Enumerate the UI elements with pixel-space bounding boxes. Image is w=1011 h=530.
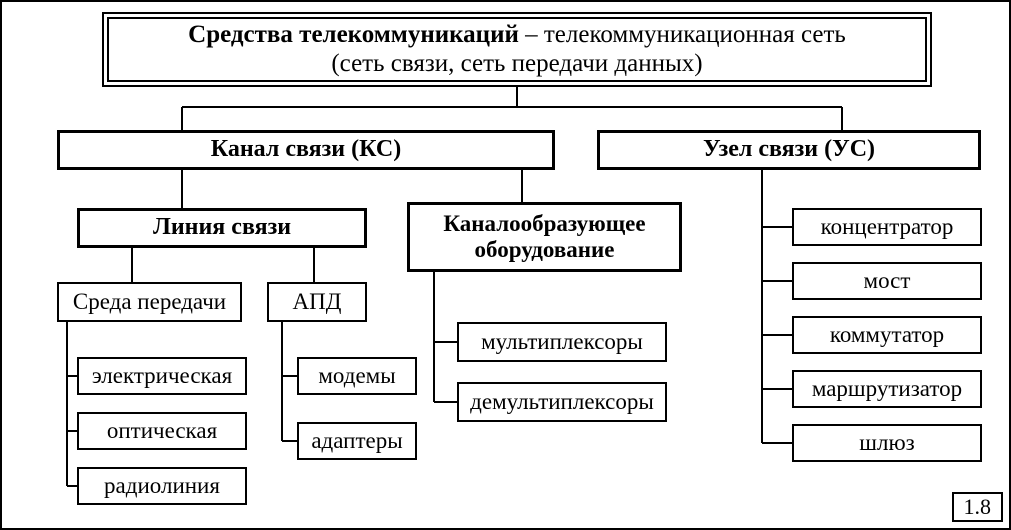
node-us: Узел связи (УС) <box>597 130 981 170</box>
node-apd: АПД <box>267 282 367 322</box>
node-koe: Каналообразующее оборудование <box>407 202 682 272</box>
node-kc: Канал связи (КС) <box>57 130 555 170</box>
node-hub: концентратор <box>792 208 982 246</box>
node-media: Среда передачи <box>57 282 242 322</box>
page-number: 1.8 <box>952 492 1004 522</box>
node-bridge: мост <box>792 262 982 300</box>
node-gateway: шлюз <box>792 424 982 462</box>
node-radio: радиолиния <box>77 467 247 505</box>
node-el: электрическая <box>77 357 247 395</box>
diagram-canvas: Средства телекоммуникаций – телекоммуник… <box>0 0 1011 530</box>
node-opt: оптическая <box>77 412 247 450</box>
node-modem: модемы <box>297 357 417 395</box>
node-mux: мультиплексоры <box>457 322 667 362</box>
node-adapt: адаптеры <box>297 422 417 460</box>
node-root: Средства телекоммуникаций – телекоммуник… <box>102 12 932 87</box>
node-demux: демультиплексоры <box>457 382 667 422</box>
node-switch: коммутатор <box>792 316 982 354</box>
node-line: Линия связи <box>77 208 367 248</box>
node-router: маршрутизатор <box>792 370 982 408</box>
